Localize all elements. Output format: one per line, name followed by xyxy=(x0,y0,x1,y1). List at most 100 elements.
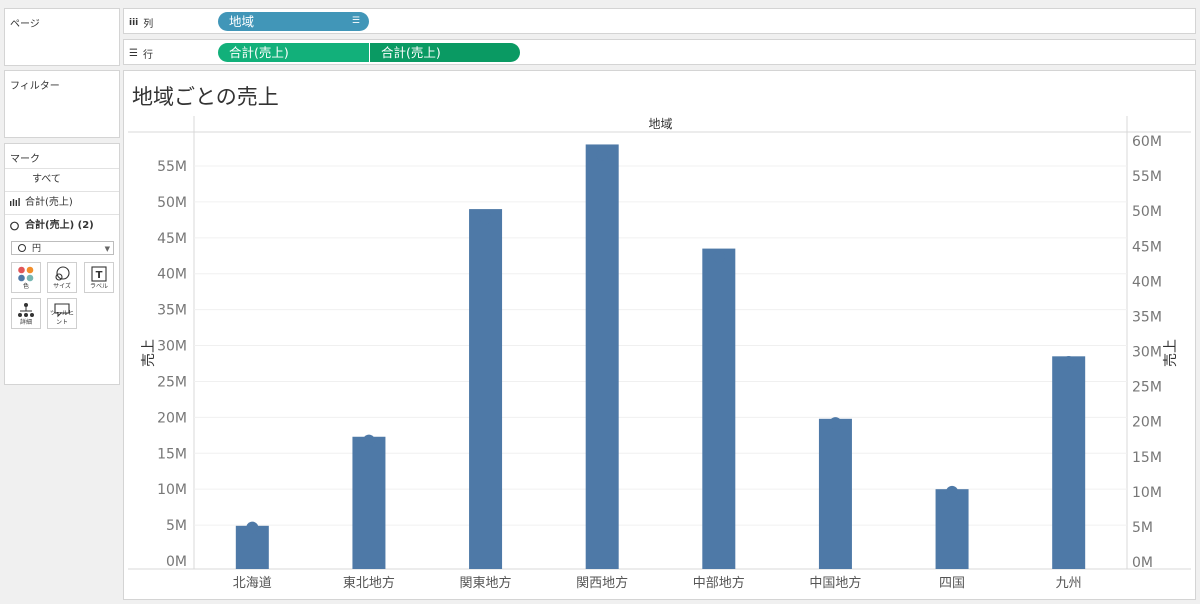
columns-label-text: 列 xyxy=(143,19,154,30)
right-tick-label: 50M xyxy=(1132,204,1162,220)
size-icon xyxy=(48,265,76,282)
rows-shelf-label: ☰ 行 xyxy=(129,46,153,61)
circle-mark xyxy=(479,212,492,225)
detail-icon xyxy=(12,301,40,318)
circle-mark xyxy=(246,521,259,534)
chevron-down-icon: ▼ xyxy=(104,245,110,253)
bar xyxy=(935,489,969,569)
x-tick-label: 中部地方 xyxy=(693,575,745,591)
left-tick-label: 20M xyxy=(157,410,187,426)
right-tick-label: 40M xyxy=(1132,274,1162,290)
marks-row-all[interactable]: すべて xyxy=(5,168,119,190)
pill-label: 合計(売上) xyxy=(229,45,289,60)
marks-row-label: 合計(売上) (2) xyxy=(25,220,94,231)
left-axis-title: 売上 xyxy=(141,339,157,367)
marks-card: マーク すべて 合計(売上) 合計(売上) (2) 円 ▼ 色 サイズ T xyxy=(4,143,120,385)
rows-label-text: 行 xyxy=(142,50,153,61)
left-tick-label: 0M xyxy=(166,554,187,570)
left-tick-label: 45M xyxy=(157,231,187,247)
pill-label: 合計(売上) xyxy=(381,45,441,60)
mark-type-value: 円 xyxy=(32,244,42,254)
marks-title: マーク xyxy=(10,154,40,165)
filters-card[interactable]: フィルター xyxy=(4,70,120,138)
bar xyxy=(818,418,852,569)
x-tick-label: 北海道 xyxy=(233,576,272,591)
right-tick-label: 25M xyxy=(1132,380,1162,396)
right-tick-label: 60M xyxy=(1132,134,1162,150)
x-tick-label: 東北地方 xyxy=(343,575,395,591)
rows-pill-sum-sales[interactable]: 合計(売上) xyxy=(218,43,369,62)
detail-button[interactable]: 詳細 xyxy=(11,298,41,329)
color-button[interactable]: 色 xyxy=(11,262,41,293)
bar xyxy=(352,436,386,569)
color-button-label: 色 xyxy=(22,283,29,290)
circle-mark xyxy=(1062,356,1075,369)
circle-mark xyxy=(362,434,375,447)
worksheet-view: 地域 0M 5M 10M 15M 20M 25M 30M 35M 40M 45M 50M 55M 0M 5M… xyxy=(123,70,1196,600)
tooltip-button-label: ツールヒント xyxy=(49,310,74,326)
label-button[interactable]: T ラベル xyxy=(84,262,114,293)
bar-chart-icon xyxy=(10,192,20,223)
tooltip-icon xyxy=(48,301,76,318)
right-tick-label: 15M xyxy=(1132,450,1162,466)
mark-type-select[interactable]: 円 ▼ xyxy=(11,241,114,255)
right-tick-label: 5M xyxy=(1132,520,1153,536)
svg-text:T: T xyxy=(96,270,103,281)
bar-chart: 地域 0M 5M 10M 15M 20M 25M 30M 35M 40M 45M 50M 55M 0M 5M… xyxy=(128,116,1191,591)
right-tick-label: 45M xyxy=(1132,239,1162,255)
circle-mark xyxy=(596,149,609,162)
size-button[interactable]: サイズ xyxy=(47,262,77,293)
left-tick-label: 40M xyxy=(157,267,187,283)
filters-title: フィルター xyxy=(10,81,60,92)
detail-button-label: 詳細 xyxy=(19,319,32,326)
circle-mark xyxy=(712,250,725,263)
left-tick-label: 5M xyxy=(166,518,187,534)
right-axis-title: 売上 xyxy=(1163,339,1179,367)
columns-shelf-label: iii 列 xyxy=(129,15,154,31)
right-tick-label: 30M xyxy=(1132,345,1162,361)
bar xyxy=(1052,356,1086,569)
rows-pill-sum-sales-2[interactable]: 合計(売上) xyxy=(370,43,520,62)
pages-title: ページ xyxy=(10,19,40,30)
columns-icon: iii xyxy=(129,17,139,28)
left-tick-label: 35M xyxy=(157,303,187,319)
label-button-label: ラベル xyxy=(89,283,108,290)
circle-icon xyxy=(18,244,26,252)
marks-row-sum-sales-2[interactable]: 合計(売上) (2) xyxy=(5,214,119,236)
circle-mark xyxy=(829,417,842,430)
right-tick-label: 10M xyxy=(1132,485,1162,501)
marks-row-label: すべて xyxy=(32,174,61,185)
label-icon: T xyxy=(85,265,113,282)
left-tick-label: 25M xyxy=(157,374,187,390)
left-tick-label: 50M xyxy=(157,195,187,211)
sheet-title: 地域ごとの売上 xyxy=(132,85,279,109)
x-tick-label: 九州 xyxy=(1056,576,1082,591)
x-tick-label: 四国 xyxy=(939,576,965,591)
rows-shelf[interactable]: ☰ 行 合計(売上) 合計(売上) xyxy=(123,39,1196,65)
right-tick-label: 55M xyxy=(1132,169,1162,185)
column-header-label: 地域 xyxy=(648,117,672,131)
right-tick-label: 20M xyxy=(1132,415,1162,431)
marks-row-sum-sales[interactable]: 合計(売上) xyxy=(5,191,119,213)
bar xyxy=(585,144,619,570)
right-tick-label: 0M xyxy=(1132,555,1153,571)
circle-mark xyxy=(946,485,959,498)
marks-row-label: 合計(売上) xyxy=(25,197,73,208)
size-button-label: サイズ xyxy=(53,283,71,290)
columns-shelf[interactable]: iii 列 地域 ☰ xyxy=(123,8,1196,34)
tooltip-button[interactable]: ツールヒント xyxy=(47,298,77,329)
right-tick-label: 35M xyxy=(1132,309,1162,325)
left-tick-label: 55M xyxy=(157,159,187,175)
columns-pill-region[interactable]: 地域 ☰ xyxy=(218,12,369,31)
circle-icon xyxy=(10,215,20,246)
x-tick-label: 関東地方 xyxy=(460,575,512,591)
pages-card[interactable]: ページ xyxy=(4,8,120,66)
left-tick-label: 10M xyxy=(157,482,187,498)
sort-icon: ☰ xyxy=(351,16,360,26)
pill-label: 地域 xyxy=(229,14,255,29)
left-tick-label: 30M xyxy=(157,339,187,355)
rows-icon: ☰ xyxy=(129,48,138,59)
left-tick-label: 15M xyxy=(157,446,187,462)
x-tick-label: 中国地方 xyxy=(809,575,861,591)
x-tick-label: 関西地方 xyxy=(576,575,628,591)
